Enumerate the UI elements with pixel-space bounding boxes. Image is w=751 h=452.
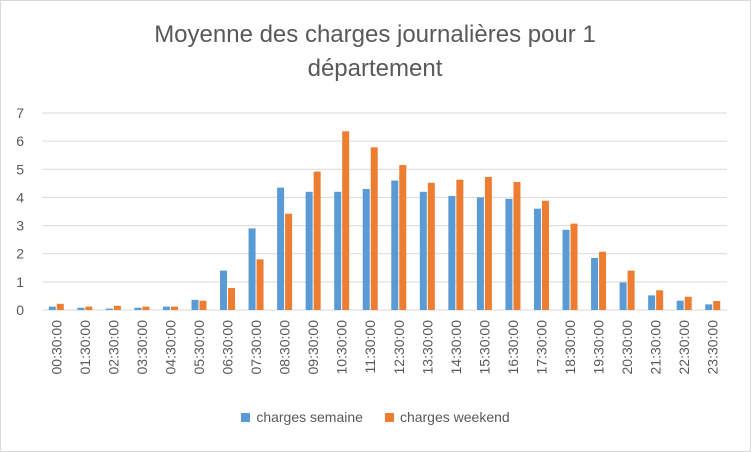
bar-weekend-6 [228, 288, 236, 310]
x-tick-label: 03:30:00 [134, 320, 150, 375]
x-tick-label: 08:30:00 [277, 320, 293, 375]
bar-weekend-12 [399, 165, 407, 310]
bar-weekend-22 [684, 296, 692, 310]
legend: charges semaine charges weekend [0, 409, 751, 425]
bar-weekend-0 [56, 303, 64, 310]
bar-semaine-6 [220, 270, 228, 310]
x-tick-label: 18:30:00 [562, 320, 578, 375]
y-tick-label: 3 [16, 218, 24, 234]
bar-semaine-18 [562, 229, 570, 310]
bar-weekend-21 [656, 290, 664, 310]
bar-semaine-11 [362, 188, 370, 310]
bars [48, 131, 721, 310]
chart-title: Moyenne des charges journalières pour 1 … [154, 21, 596, 82]
bar-semaine-2 [105, 308, 113, 310]
y-tick-label: 7 [16, 105, 24, 121]
x-tick-label: 17:30:00 [533, 320, 549, 375]
x-tick-label: 05:30:00 [191, 320, 207, 375]
legend-item-weekend: charges weekend [384, 409, 510, 425]
x-tick-label: 23:30:00 [705, 320, 721, 375]
bar-weekend-23 [713, 300, 721, 310]
bar-weekend-15 [484, 176, 492, 310]
bar-semaine-23 [705, 304, 713, 310]
bar-weekend-20 [627, 270, 635, 310]
bar-semaine-8 [277, 187, 285, 310]
legend-label-semaine: charges semaine [256, 409, 363, 425]
x-tick-label: 04:30:00 [162, 320, 178, 375]
x-tick-label: 21:30:00 [648, 320, 664, 375]
bar-weekend-2 [113, 305, 121, 310]
x-tick-label: 10:30:00 [334, 320, 350, 375]
gridlines [42, 112, 727, 311]
legend-swatch-weekend [384, 412, 394, 422]
bar-weekend-16 [513, 181, 521, 310]
y-tick-label: 2 [16, 246, 24, 262]
y-axis-ticks: 0 1 2 3 4 5 6 7 [16, 105, 24, 318]
y-tick-label: 1 [16, 274, 24, 290]
bar-semaine-10 [334, 191, 342, 310]
bar-semaine-5 [191, 299, 199, 310]
bar-semaine-0 [48, 306, 56, 310]
bar-semaine-7 [248, 228, 256, 310]
bar-weekend-18 [570, 223, 578, 310]
x-tick-label: 06:30:00 [220, 320, 236, 375]
y-tick-label: 4 [16, 189, 24, 205]
legend-label-weekend: charges weekend [399, 409, 510, 425]
bar-weekend-9 [313, 171, 321, 310]
bar-weekend-5 [199, 300, 207, 310]
x-tick-label: 16:30:00 [505, 320, 521, 375]
bar-weekend-19 [599, 251, 607, 310]
x-tick-label: 09:30:00 [305, 320, 321, 375]
y-tick-label: 6 [16, 133, 24, 149]
bar-weekend-17 [541, 200, 549, 310]
bar-weekend-4 [170, 306, 178, 310]
bar-semaine-16 [505, 198, 513, 310]
bar-weekend-8 [285, 213, 293, 310]
bar-semaine-13 [419, 191, 427, 310]
bar-semaine-9 [305, 191, 313, 310]
bar-semaine-14 [448, 196, 456, 310]
bar-semaine-22 [676, 300, 684, 310]
legend-item-semaine: charges semaine [241, 409, 363, 425]
x-tick-label: 20:30:00 [619, 320, 635, 375]
bar-semaine-17 [533, 208, 541, 310]
y-tick-label: 0 [16, 302, 24, 318]
x-tick-label: 12:30:00 [391, 320, 407, 375]
bar-semaine-4 [162, 306, 170, 310]
y-tick-label: 5 [16, 161, 24, 177]
bar-semaine-1 [77, 307, 85, 310]
bar-weekend-3 [142, 306, 150, 310]
bar-semaine-3 [134, 307, 142, 310]
x-tick-label: 19:30:00 [591, 320, 607, 375]
bar-weekend-7 [256, 259, 264, 310]
x-tick-label: 00:30:00 [48, 320, 64, 375]
x-tick-label: 07:30:00 [248, 320, 264, 375]
bar-weekend-13 [427, 182, 435, 310]
bar-weekend-10 [342, 131, 350, 310]
legend-swatch-semaine [241, 412, 251, 422]
bar-semaine-21 [648, 295, 656, 310]
bar-semaine-19 [591, 257, 599, 310]
bar-weekend-14 [456, 179, 464, 310]
bar-weekend-1 [85, 306, 93, 310]
x-tick-label: 11:30:00 [362, 320, 378, 374]
x-tick-label: 13:30:00 [419, 320, 435, 375]
bar-semaine-15 [476, 197, 484, 310]
x-axis-ticks: 00:30:00 01:30:00 02:30:00 03:30:00 04:30:00… [48, 320, 720, 375]
x-tick-label: 02:30:00 [105, 320, 121, 375]
x-tick-label: 01:30:00 [77, 320, 93, 375]
x-tick-label: 15:30:00 [476, 320, 492, 375]
bar-weekend-11 [370, 147, 378, 310]
bar-semaine-12 [391, 180, 399, 310]
bar-semaine-20 [619, 282, 627, 310]
x-tick-label: 14:30:00 [448, 320, 464, 375]
x-tick-label: 22:30:00 [676, 320, 692, 375]
